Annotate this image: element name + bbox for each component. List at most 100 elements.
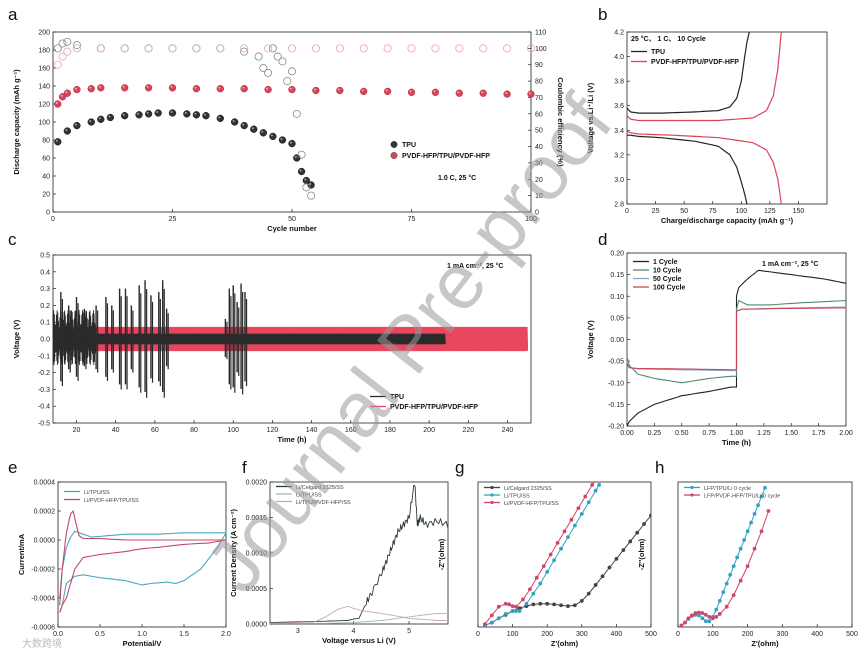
data-point: [690, 613, 694, 618]
series-line: [59, 510, 227, 613]
y-tick-label: 160: [38, 66, 50, 73]
y2-tick-label: 80: [535, 79, 543, 86]
point-highlight: [242, 123, 245, 126]
data-point: [517, 606, 522, 611]
data-point: [759, 494, 764, 499]
series-line: [626, 300, 847, 384]
point-highlight: [385, 89, 388, 92]
data-point: [607, 565, 612, 570]
data-point: [566, 535, 570, 539]
legend-entry: Li/TPU/PVDF-HFP/SS: [296, 500, 351, 506]
point-highlight: [65, 129, 68, 131]
data-point: [503, 601, 508, 606]
data-point: [259, 64, 268, 73]
data-point: [168, 109, 177, 117]
y-tick-label: 0.1: [40, 320, 50, 327]
x-tick-label: 0: [625, 208, 629, 215]
data-point: [360, 87, 368, 96]
data-point: [717, 599, 722, 603]
data-point: [700, 616, 705, 621]
y-tick-label: 180: [38, 48, 50, 55]
x-tick-label: 50: [288, 216, 296, 223]
data-point: [431, 44, 440, 53]
data-point: [552, 602, 557, 607]
y-tick-label: -0.1: [38, 353, 50, 360]
corner-logo: 大数跨境: [22, 637, 62, 650]
y-axis-title: Current Density (A cm⁻²): [229, 509, 238, 597]
data-point: [763, 485, 767, 490]
data-point: [297, 150, 306, 159]
data-point: [264, 68, 273, 77]
data-point: [97, 115, 105, 123]
series-line: [626, 269, 847, 427]
y-tick-label: 0.5: [40, 253, 50, 260]
x-tick-label: 100: [525, 216, 537, 223]
point-highlight: [280, 138, 283, 140]
data-point: [53, 44, 62, 53]
y-tick-label: 0.3: [40, 286, 50, 293]
data-point: [407, 44, 416, 53]
x-tick-label: 1.0: [137, 631, 147, 638]
y2-tick-label: 20: [535, 177, 543, 184]
data-point: [604, 466, 608, 470]
series-1: [53, 37, 316, 200]
data-point: [559, 603, 563, 608]
data-point: [292, 109, 301, 118]
x-axis-title: Time (h): [722, 438, 752, 447]
point-highlight: [251, 127, 254, 130]
data-point: [183, 110, 191, 118]
y2-tick-label: 60: [535, 111, 543, 118]
data-point: [621, 548, 626, 553]
point-highlight: [266, 87, 269, 90]
x-tick-label: 1.5: [179, 631, 189, 638]
x-tick-label: 40: [112, 427, 120, 434]
legend-entry: PVDF-HFP/TPU/PVDF-HFP: [390, 404, 478, 411]
x-tick-label: 4: [351, 628, 355, 635]
y-tick-label: 0.0000: [34, 538, 56, 545]
data-point: [144, 110, 153, 118]
y-tick-label: 0.0000: [246, 622, 268, 629]
y2-tick-label: 70: [535, 95, 543, 102]
data-point: [766, 509, 771, 513]
data-point: [273, 52, 282, 61]
y-tick-label: 0.20: [610, 251, 624, 258]
y-tick-label: 4.2: [614, 30, 624, 37]
y-tick-label: 3.4: [614, 128, 624, 135]
data-point: [192, 85, 201, 93]
x-tick-label: 25: [652, 208, 660, 215]
data-point: [192, 111, 201, 119]
data-point: [527, 90, 535, 98]
point-highlight: [146, 111, 149, 114]
data-point: [714, 607, 719, 612]
data-point: [545, 601, 550, 606]
point-highlight: [203, 113, 206, 116]
data-point: [756, 503, 760, 508]
point-highlight: [218, 116, 221, 119]
data-point: [287, 67, 296, 76]
x-tick-label: 50: [680, 208, 688, 215]
plot-frame: [477, 481, 652, 628]
data-point: [590, 483, 595, 487]
y-axis-title: Voltage (V): [12, 319, 21, 358]
data-point: [73, 85, 81, 94]
y-tick-label: 0.4: [40, 269, 50, 276]
point-highlight: [270, 134, 273, 137]
data-point: [312, 86, 320, 95]
data-point: [579, 512, 584, 516]
legend-entry: Li/TPU/SS: [296, 493, 322, 499]
y-axis-title: Voltage vs.Li⁺/Li (V): [586, 82, 595, 153]
legend-entry: 50 Cycle: [653, 276, 682, 283]
data-point: [97, 84, 105, 92]
point-highlight: [409, 90, 412, 93]
data-point: [586, 500, 591, 505]
data-point: [269, 132, 277, 141]
data-point: [336, 86, 344, 95]
data-point: [679, 623, 684, 627]
data-point: [73, 121, 81, 130]
point-highlight: [60, 94, 63, 97]
x-tick-label: 0.75: [702, 430, 716, 437]
data-point: [268, 44, 277, 53]
point-highlight: [290, 87, 292, 90]
y-tick-label: -0.15: [608, 402, 624, 409]
